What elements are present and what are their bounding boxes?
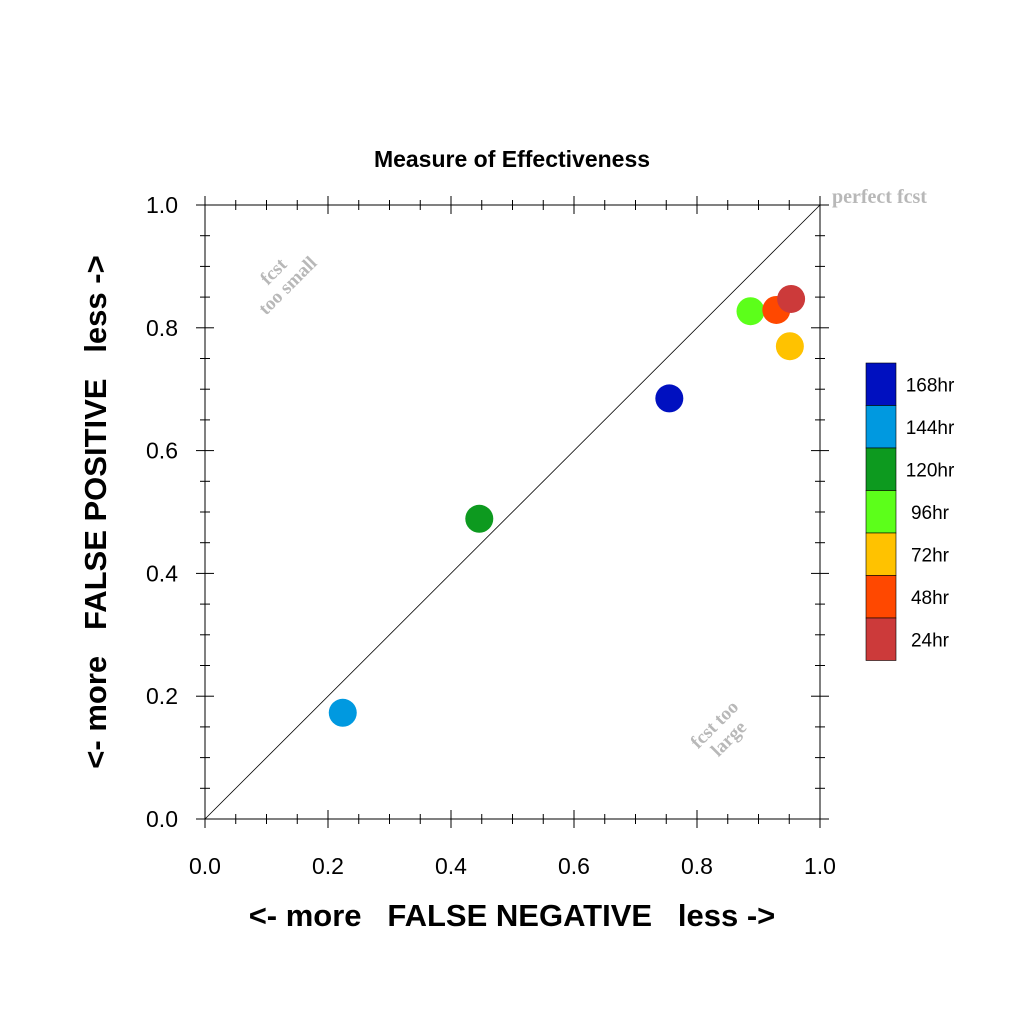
too-small-annotation: fcst too small (255, 253, 322, 320)
point-144hr (328, 698, 357, 727)
legend-label-120hr: 120hr (906, 460, 955, 481)
too-small-line-2: too small (255, 253, 322, 320)
point-120hr (465, 504, 494, 533)
y-tick-label: 0.4 (146, 560, 178, 586)
x-tick-label: 1.0 (804, 853, 836, 879)
y-tick-labels: 0.0 0.2 0.4 0.6 0.8 1.0 (146, 192, 178, 832)
point-24hr (777, 284, 806, 313)
legend-label-96hr: 96hr (911, 503, 950, 524)
legend-label-168hr: 168hr (906, 375, 955, 396)
legend-label-72hr: 72hr (911, 545, 950, 566)
legend: 168hr 144hr 120hr 96hr 72hr 48hr 24hr (865, 362, 955, 661)
y-tick-label: 0.6 (146, 438, 178, 464)
legend-swatch-24hr (865, 617, 897, 661)
y-tick-label: 0.0 (146, 806, 178, 832)
y-tick-label: 1.0 (146, 192, 178, 218)
point-96hr (736, 297, 765, 326)
legend-swatch-96hr (865, 490, 897, 534)
data-points (328, 284, 806, 727)
legend-swatch-72hr (865, 532, 897, 576)
y-tick-label: 0.2 (146, 683, 178, 709)
axis-ticks (196, 196, 829, 828)
x-tick-label: 0.0 (189, 853, 221, 879)
x-tick-label: 0.4 (435, 853, 467, 879)
perfect-forecast-annotation: perfect fcst (832, 186, 927, 208)
legend-swatch-168hr (865, 362, 897, 406)
legend-swatch-48hr (865, 575, 897, 619)
y-tick-label: 0.8 (146, 315, 178, 341)
point-168hr (655, 384, 684, 413)
legend-swatch-144hr (865, 405, 897, 449)
x-axis-label: <- more FALSE NEGATIVE less -> (249, 898, 776, 933)
perfect-forecast-diagonal (204, 204, 821, 820)
x-tick-label: 0.8 (681, 853, 713, 879)
legend-label-24hr: 24hr (911, 630, 950, 651)
x-tick-label: 0.6 (558, 853, 590, 879)
chart-title: Measure of Effectiveness (374, 146, 650, 172)
legend-label-48hr: 48hr (911, 588, 950, 609)
y-axis-label: <- more FALSE POSITIVE less -> (78, 255, 113, 768)
legend-label-144hr: 144hr (906, 418, 955, 439)
legend-swatch-120hr (865, 447, 897, 491)
too-large-annotation: fcst too large (687, 697, 751, 761)
point-72hr (775, 332, 804, 361)
x-tick-labels: 0.0 0.2 0.4 0.6 0.8 1.0 (189, 853, 836, 879)
x-tick-label: 0.2 (312, 853, 344, 879)
